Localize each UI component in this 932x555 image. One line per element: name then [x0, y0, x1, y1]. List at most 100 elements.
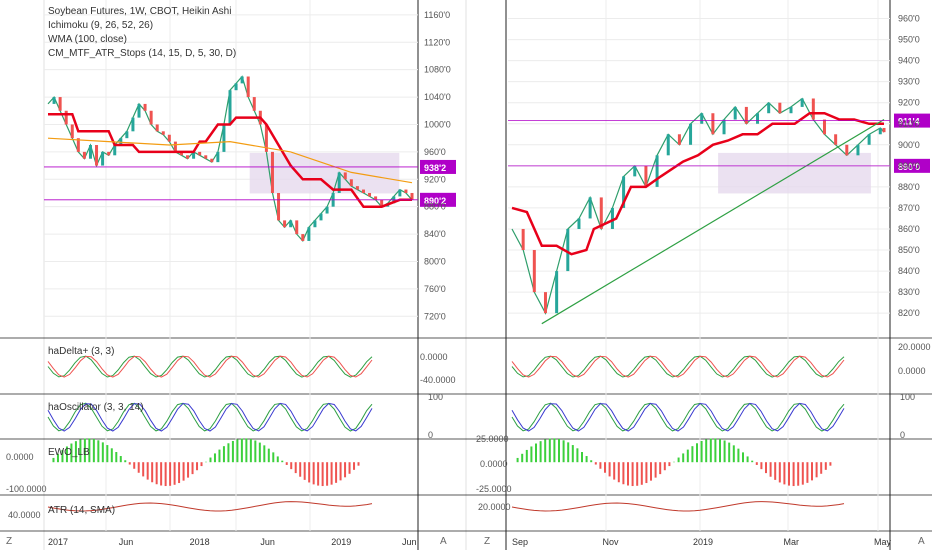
right-atr-tick-0: 20.0000 — [478, 502, 511, 512]
right-candle-6 — [577, 218, 580, 229]
left-candle-46 — [326, 207, 329, 214]
right-auto-button[interactable]: A — [918, 536, 925, 547]
right-ewo-bar-57 — [774, 462, 776, 480]
left-ewo-bar-63 — [331, 462, 333, 484]
left-ewo-bar-65 — [340, 462, 342, 480]
left-hadelta-line-a — [48, 356, 372, 377]
left-candle-15 — [138, 104, 141, 118]
right-ewo-bar-58 — [779, 462, 781, 482]
left-hadelta-tick-1: -40.0000 — [420, 375, 456, 385]
left-ewo-bar-11 — [97, 440, 99, 462]
left-badge-label-0: 938'2 — [424, 163, 446, 173]
right-ewo-bar-36 — [678, 458, 680, 463]
right-ewo-bar-66 — [816, 462, 818, 477]
right-ewo-bar-2 — [521, 454, 523, 462]
left-auto-button[interactable]: A — [440, 536, 447, 547]
right-ewo-bar-1 — [517, 458, 519, 462]
right-ewo-bar-45 — [719, 439, 721, 462]
legend-wma[interactable]: WMA (100, close) — [48, 34, 127, 45]
legend-atr[interactable]: ATR (14, SMA) — [48, 505, 115, 516]
left-y-tick-2: 1080'0 — [424, 65, 451, 75]
right-candle-1 — [522, 229, 525, 250]
left-candle-54 — [374, 196, 377, 199]
left-y-tick-11: 720'0 — [424, 311, 446, 321]
right-candle-12 — [644, 166, 647, 187]
right-y-tick-12: 840'0 — [898, 266, 920, 276]
right-y-tick-10: 860'0 — [898, 224, 920, 234]
left-ewo-bar-49 — [268, 449, 270, 463]
right-ewo-bar-54 — [760, 462, 762, 469]
right-ewo-bar-9 — [553, 438, 555, 462]
left-candle-41 — [295, 220, 298, 234]
left-ewo-bar-55 — [295, 462, 297, 473]
left-ewo-bar-45 — [250, 439, 252, 462]
right-ewo-bar-69 — [829, 462, 831, 465]
left-candle-34 — [253, 97, 256, 111]
right-ewo-bar-6 — [540, 441, 542, 462]
legend-ewo[interactable]: EWO_LB — [48, 447, 90, 458]
left-candle-16 — [144, 104, 147, 111]
right-candle-23 — [767, 103, 770, 114]
left-ewo-tick-0: 0.0000 — [6, 452, 34, 462]
right-series-trendline — [542, 120, 884, 324]
left-ewo-bar-52 — [281, 461, 283, 463]
right-x-tick-4: May — [874, 537, 892, 547]
right-ewo-bar-30 — [650, 462, 652, 480]
right-candle-13 — [656, 155, 659, 187]
left-candle-38 — [277, 193, 280, 220]
left-candle-49 — [344, 172, 347, 179]
right-candle-31 — [856, 145, 859, 156]
left-atr-tick-0: 40.0000 — [8, 510, 41, 520]
left-candle-10 — [107, 152, 110, 155]
left-ewo-bar-42 — [236, 439, 238, 462]
left-ewo-bar-44 — [245, 438, 247, 462]
left-y-tick-7: 880'0 — [424, 202, 446, 212]
left-ewo-bar-31 — [187, 462, 189, 477]
right-y-tick-8: 880'0 — [898, 182, 920, 192]
legend-atr-stops[interactable]: CM_MTF_ATR_Stops (14, 15, D, 5, 30, D) — [48, 48, 236, 59]
legend-ichimoku[interactable]: Ichimoku (9, 26, 52, 26) — [48, 20, 153, 31]
right-ewo-bar-43 — [710, 439, 712, 463]
right-x-tick-3: Mar — [784, 537, 800, 547]
right-zoom-button[interactable]: Z — [484, 536, 490, 547]
right-ewo-bar-16 — [586, 456, 588, 462]
right-ewo-bar-61 — [793, 462, 795, 486]
left-candle-58 — [398, 190, 401, 197]
left-ewo-bar-36 — [209, 458, 211, 463]
left-y-tick-0: 1160'0 — [424, 10, 450, 20]
right-osc-tick-1: 0 — [900, 430, 905, 440]
right-y-tick-11: 850'0 — [898, 245, 920, 255]
left-candle-19 — [162, 131, 165, 134]
right-y-tick-4: 920'0 — [898, 98, 920, 108]
left-y-tick-10: 760'0 — [424, 284, 446, 294]
right-ewo-bar-33 — [664, 462, 666, 470]
left-candle-4 — [71, 124, 74, 138]
left-ewo-bar-60 — [317, 462, 319, 485]
left-candle-17 — [150, 111, 153, 125]
legend-haoscillator[interactable]: haOscillator (3, 3, 14) — [48, 402, 144, 413]
right-candle-2 — [533, 250, 536, 292]
left-candle-21 — [174, 142, 177, 152]
left-ewo-bar-37 — [214, 453, 216, 462]
left-hadelta-tick-0: 0.0000 — [420, 352, 448, 362]
left-ewo-bar-46 — [254, 440, 256, 462]
left-zoom-button[interactable]: Z — [6, 536, 12, 547]
left-ewo-bar-56 — [299, 462, 301, 477]
right-ewo-bar-49 — [737, 449, 739, 463]
right-candle-15 — [678, 134, 681, 145]
left-ewo-bar-54 — [290, 462, 292, 469]
right-ewo-bar-21 — [609, 462, 611, 476]
right-candle-4 — [555, 271, 558, 313]
left-candle-37 — [271, 152, 274, 193]
right-candle-26 — [801, 98, 804, 106]
right-ewo-bar-29 — [645, 462, 647, 483]
left-candle-32 — [241, 77, 244, 84]
legend-hadelta[interactable]: haDelta+ (3, 3) — [48, 346, 114, 357]
right-ewo-bar-3 — [526, 450, 528, 462]
right-ewo-bar-25 — [627, 462, 629, 485]
right-ewo-tick-1: 0.0000 — [480, 459, 508, 469]
right-ewo-bar-14 — [576, 448, 578, 462]
right-candle-34 — [883, 128, 886, 132]
